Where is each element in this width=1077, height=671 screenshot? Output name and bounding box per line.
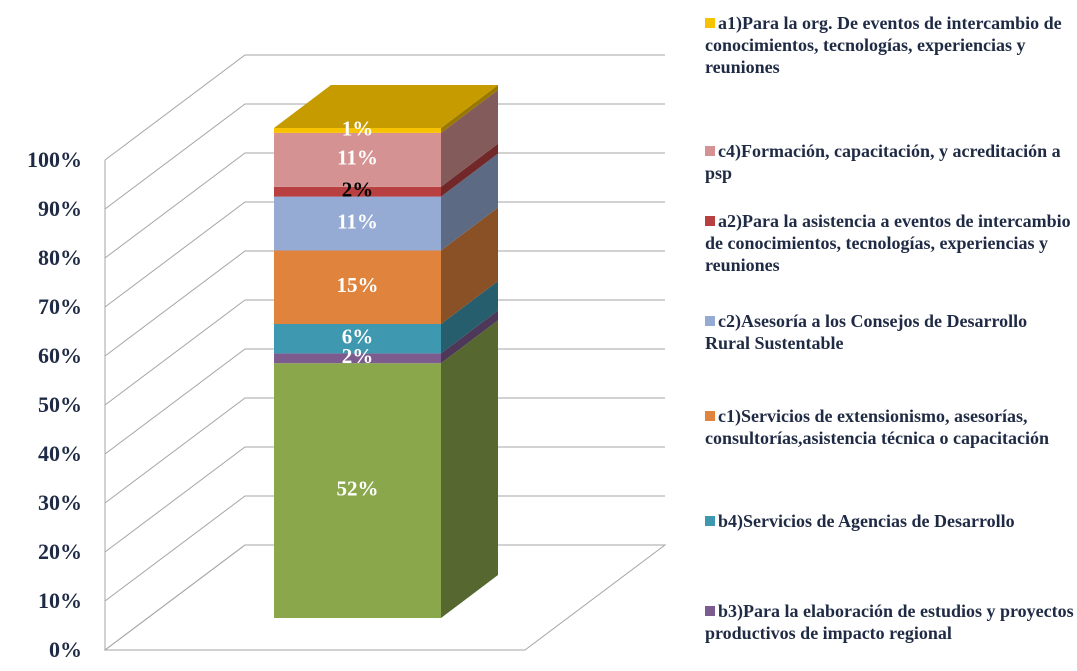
bar-segment — [274, 132, 441, 187]
bar-side — [441, 153, 498, 251]
legend-label: c2)Asesoría a los Consejos de Desarrollo… — [705, 311, 1028, 353]
bar-segment — [274, 186, 441, 197]
bar-segment — [274, 324, 441, 354]
bar-side — [441, 89, 498, 187]
data-label: 11% — [337, 146, 378, 170]
legend-entry: b3)Para la elaboración de estudios y pro… — [705, 600, 1075, 644]
legend-entry: c1)Servicios de extensionismo, asesorías… — [705, 405, 1075, 449]
y-tick-label: 50% — [38, 392, 82, 417]
bar-side — [441, 85, 498, 133]
data-label: 2% — [342, 344, 374, 368]
y-tick-label: 60% — [38, 343, 82, 368]
y-tick-label: 80% — [38, 245, 82, 270]
grid-line — [104, 250, 665, 357]
legend-label: a2)Para la asistencia a eventos de inter… — [705, 211, 1071, 275]
data-label: 15% — [337, 273, 379, 297]
grid-line — [104, 299, 665, 406]
y-tick-label: 100% — [27, 147, 82, 172]
legend-swatch — [705, 516, 715, 526]
legend-entry: a2)Para la asistencia a eventos de inter… — [705, 210, 1075, 276]
bar-segment — [274, 363, 441, 618]
data-label: 1% — [342, 116, 374, 140]
data-label: 6% — [342, 325, 374, 349]
legend-label: a1)Para la org. De eventos de intercambi… — [705, 13, 1062, 77]
bar-side — [441, 281, 498, 354]
y-tick-label: 0% — [49, 637, 82, 662]
bar-side — [441, 320, 498, 618]
grid-line — [104, 54, 665, 161]
legend-entry: b4)Servicios de Agencias de Desarrollo — [705, 510, 1075, 532]
bar-segment — [274, 353, 441, 364]
data-label: 2% — [342, 178, 374, 202]
grid-line — [104, 495, 665, 602]
y-tick-label: 20% — [38, 539, 82, 564]
y-tick-label: 40% — [38, 441, 82, 466]
legend-entry: c4)Formación, capacitación, y acreditaci… — [705, 140, 1075, 184]
bar-side — [441, 207, 498, 324]
legend-swatch — [705, 18, 715, 28]
y-tick-label: 70% — [38, 294, 82, 319]
legend-swatch — [705, 146, 715, 156]
legend-swatch — [705, 216, 715, 226]
legend-label: c1)Servicios de extensionismo, asesorías… — [705, 406, 1049, 448]
legend-swatch — [705, 411, 715, 421]
grid-line — [104, 397, 665, 504]
data-label: 52% — [337, 476, 379, 500]
data-label: 11% — [337, 209, 378, 233]
grid-line — [104, 544, 665, 651]
y-tick-label: 30% — [38, 490, 82, 515]
legend-label: b4)Servicios de Agencias de Desarrollo — [718, 511, 1015, 531]
legend-swatch — [705, 316, 715, 326]
bar-segment — [274, 128, 441, 133]
legend-swatch — [705, 606, 715, 616]
bar-segment — [274, 196, 441, 251]
bar-segment — [274, 250, 441, 324]
grid-line — [104, 103, 665, 210]
bar-side — [441, 143, 498, 197]
bar-top — [274, 85, 498, 128]
y-tick-label: 10% — [38, 588, 82, 613]
legend-entry: a1)Para la org. De eventos de intercambi… — [705, 12, 1075, 78]
grid-line — [104, 201, 665, 308]
bar-side — [441, 310, 498, 364]
legend-entry: c2)Asesoría a los Consejos de Desarrollo… — [705, 310, 1075, 354]
legend-label: c4)Formación, capacitación, y acreditaci… — [705, 141, 1061, 183]
y-tick-label: 90% — [38, 196, 82, 221]
grid-line — [104, 152, 665, 259]
legend-label: b3)Para la elaboración de estudios y pro… — [705, 601, 1074, 643]
grid-line — [104, 446, 665, 553]
grid-line — [104, 348, 665, 455]
